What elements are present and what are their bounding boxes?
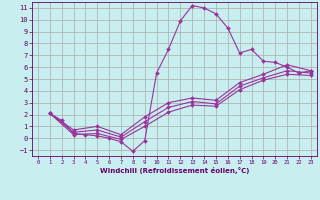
X-axis label: Windchill (Refroidissement éolien,°C): Windchill (Refroidissement éolien,°C) [100, 167, 249, 174]
